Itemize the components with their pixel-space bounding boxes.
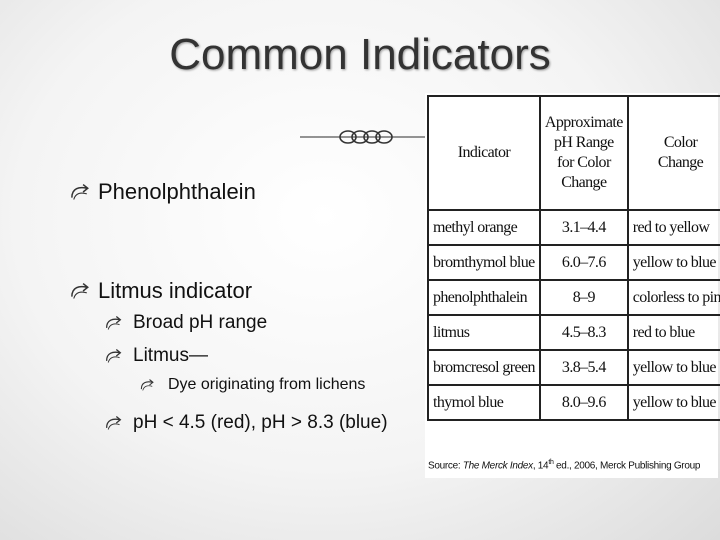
table-row: thymol blue 8.0–9.6 yellow to blue: [427, 384, 720, 421]
title: Common Indicators: [169, 30, 551, 79]
table-cell: red to yellow: [626, 209, 720, 246]
table-cell: 8–9: [538, 279, 629, 316]
bullet-icon: [71, 282, 89, 299]
table-cell: 4.5–8.3: [538, 314, 629, 351]
table-cell: yellow to blue: [626, 349, 720, 386]
bullet-item: Broad pH range: [105, 311, 268, 334]
bullet-item: pH < 4.5 (red), pH > 8.3 (blue): [105, 411, 388, 434]
table-cell: bromthymol blue: [427, 244, 541, 281]
bullet-text: Litmus—: [133, 344, 208, 366]
bullet-text: Broad pH range: [133, 311, 268, 333]
flourish: [300, 130, 425, 144]
table-image: Indicator Approximate pH Range for Color …: [425, 93, 720, 478]
table-cell: litmus: [427, 314, 541, 351]
bullet-text: Phenolphthalein: [98, 178, 256, 204]
table-cell: 3.8–5.4: [538, 349, 629, 386]
source-edition: , 14: [532, 460, 549, 472]
bullet-icon: [140, 379, 154, 391]
header-cell: Color Change: [626, 95, 720, 211]
table-cell: 3.1–4.4: [538, 209, 629, 246]
bullet-item: Dye originating from lichens: [140, 376, 366, 394]
table-row: phenolphthalein 8–9 colorless to pink: [427, 279, 720, 316]
bullet-text: Dye originating from lichens: [168, 376, 366, 394]
table-row: bromthymol blue 6.0–7.6 yellow to blue: [427, 244, 720, 281]
bullet-text: Litmus indicator: [98, 277, 253, 303]
table-cell: yellow to blue: [626, 244, 720, 281]
bullet-item: Litmus indicator: [71, 277, 253, 304]
bullet-icon: [105, 315, 122, 330]
source-sup: th: [548, 459, 554, 466]
table-cell: colorless to pink: [626, 279, 720, 316]
table-cell: 6.0–7.6: [538, 244, 629, 281]
bullet-item: Phenolphthalein: [71, 178, 256, 205]
table-cell: phenolphthalein: [427, 279, 541, 316]
bullet-item: Litmus—: [105, 344, 208, 367]
bullet-text: pH < 4.5 (red), pH > 8.3 (blue): [133, 411, 388, 433]
table-row: bromcresol green 3.8–5.4 yellow to blue: [427, 349, 720, 386]
source-note: Source: The Merck Index, 14th ed., 2006,…: [428, 459, 700, 471]
source-work: The Merck Index: [462, 460, 533, 472]
bullet-icon: [71, 183, 89, 200]
table-cell: 8.0–9.6: [538, 384, 629, 421]
table-cell: methyl orange: [427, 209, 541, 246]
header-cell: Indicator: [427, 95, 541, 211]
table-cell: thymol blue: [427, 384, 541, 421]
source-label: Source:: [428, 460, 463, 472]
table-cell: bromcresol green: [427, 349, 541, 386]
table-row: methyl orange 3.1–4.4 red to yellow: [427, 209, 720, 246]
source-rest: ed., 2006, Merck Publishing Group: [553, 460, 701, 472]
header-cell: Approximate pH Range for Color Change: [538, 95, 629, 211]
table-cell: yellow to blue: [626, 384, 720, 421]
table-header-row: Indicator Approximate pH Range for Color …: [427, 95, 720, 211]
table-cell: red to blue: [626, 314, 720, 351]
bullet-icon: [105, 348, 122, 363]
bullet-icon: [105, 415, 122, 430]
table-row: litmus 4.5–8.3 red to blue: [427, 314, 720, 351]
indicator-table: Indicator Approximate pH Range for Color …: [427, 95, 720, 421]
